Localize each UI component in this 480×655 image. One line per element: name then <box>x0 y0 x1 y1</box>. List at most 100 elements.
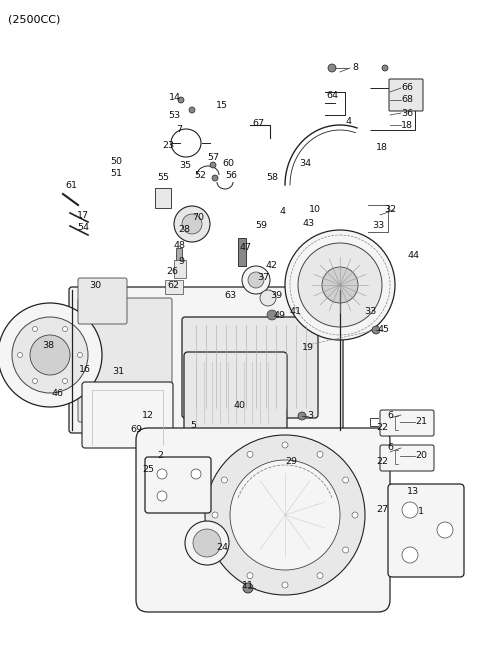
Circle shape <box>247 572 253 578</box>
Text: 57: 57 <box>207 153 219 162</box>
Text: 39: 39 <box>270 291 282 299</box>
Circle shape <box>210 162 216 168</box>
Text: 58: 58 <box>266 174 278 183</box>
Text: 6: 6 <box>387 443 393 453</box>
Text: 50: 50 <box>110 157 122 166</box>
Circle shape <box>62 327 68 331</box>
Text: 30: 30 <box>89 280 101 290</box>
Circle shape <box>221 547 228 553</box>
Text: 21: 21 <box>415 417 427 426</box>
FancyBboxPatch shape <box>69 287 343 433</box>
Text: 31: 31 <box>112 367 124 377</box>
FancyBboxPatch shape <box>136 428 390 612</box>
Circle shape <box>33 327 37 331</box>
Text: 40: 40 <box>234 402 246 411</box>
Text: 48: 48 <box>173 242 185 250</box>
Text: 29: 29 <box>285 457 297 466</box>
Text: 59: 59 <box>255 221 267 229</box>
Circle shape <box>352 512 358 518</box>
Circle shape <box>205 435 365 595</box>
Text: 3: 3 <box>307 411 313 419</box>
Circle shape <box>298 412 306 420</box>
Text: 45: 45 <box>377 326 389 335</box>
Circle shape <box>77 352 83 358</box>
Text: 26: 26 <box>166 267 178 276</box>
Circle shape <box>298 243 382 327</box>
Text: 37: 37 <box>257 274 269 282</box>
Circle shape <box>243 583 253 593</box>
Circle shape <box>282 442 288 448</box>
Text: 66: 66 <box>401 83 413 92</box>
Text: 5: 5 <box>190 421 196 430</box>
Text: 68: 68 <box>401 96 413 105</box>
Text: 35: 35 <box>179 160 191 170</box>
Circle shape <box>317 572 323 578</box>
Text: 22: 22 <box>376 424 388 432</box>
Bar <box>176 248 182 264</box>
FancyBboxPatch shape <box>78 278 127 324</box>
Circle shape <box>185 521 229 565</box>
Text: 44: 44 <box>407 250 419 259</box>
Text: 63: 63 <box>224 291 236 301</box>
Bar <box>165 280 183 294</box>
FancyBboxPatch shape <box>380 445 434 471</box>
Circle shape <box>402 547 418 563</box>
Text: 12: 12 <box>142 411 154 419</box>
Text: 38: 38 <box>42 341 54 350</box>
Circle shape <box>191 469 201 479</box>
FancyBboxPatch shape <box>82 382 173 448</box>
Circle shape <box>267 310 277 320</box>
Circle shape <box>343 477 348 483</box>
Text: 16: 16 <box>79 365 91 375</box>
Circle shape <box>174 206 210 242</box>
Circle shape <box>230 460 340 570</box>
Text: 9: 9 <box>178 257 184 267</box>
Text: 2: 2 <box>157 451 163 460</box>
FancyBboxPatch shape <box>380 410 434 436</box>
Text: 56: 56 <box>225 172 237 181</box>
Text: 4: 4 <box>279 208 285 217</box>
Text: 27: 27 <box>376 506 388 514</box>
FancyBboxPatch shape <box>182 317 318 418</box>
Circle shape <box>182 214 202 234</box>
Text: 18: 18 <box>376 143 388 153</box>
Text: 67: 67 <box>252 119 264 128</box>
Text: 62: 62 <box>167 282 179 291</box>
Text: 42: 42 <box>266 261 278 269</box>
Circle shape <box>212 175 218 181</box>
Circle shape <box>328 64 336 72</box>
Text: 6: 6 <box>387 411 393 419</box>
Circle shape <box>285 230 395 340</box>
Circle shape <box>282 582 288 588</box>
Circle shape <box>189 107 195 113</box>
Text: 1: 1 <box>418 508 424 517</box>
Text: 33: 33 <box>364 307 376 316</box>
FancyBboxPatch shape <box>184 352 287 435</box>
Circle shape <box>322 267 358 303</box>
Circle shape <box>30 335 70 375</box>
FancyBboxPatch shape <box>389 79 423 111</box>
Circle shape <box>382 65 388 71</box>
Text: 28: 28 <box>178 225 190 233</box>
Text: 34: 34 <box>299 159 311 168</box>
Text: 46: 46 <box>51 388 63 398</box>
Text: 69: 69 <box>130 426 142 434</box>
Text: 43: 43 <box>303 219 315 229</box>
Text: 36: 36 <box>401 109 413 117</box>
Text: 70: 70 <box>192 212 204 221</box>
Text: 61: 61 <box>65 181 77 189</box>
Circle shape <box>17 352 23 358</box>
Text: 49: 49 <box>273 310 285 320</box>
Circle shape <box>372 326 380 334</box>
Text: 24: 24 <box>216 544 228 553</box>
Circle shape <box>437 522 453 538</box>
Circle shape <box>12 317 88 393</box>
Circle shape <box>157 469 167 479</box>
Text: 53: 53 <box>168 111 180 119</box>
Text: 32: 32 <box>384 206 396 214</box>
Text: 55: 55 <box>157 174 169 183</box>
Bar <box>155 188 171 208</box>
Circle shape <box>221 477 228 483</box>
FancyBboxPatch shape <box>388 484 464 577</box>
Text: 20: 20 <box>415 451 427 460</box>
